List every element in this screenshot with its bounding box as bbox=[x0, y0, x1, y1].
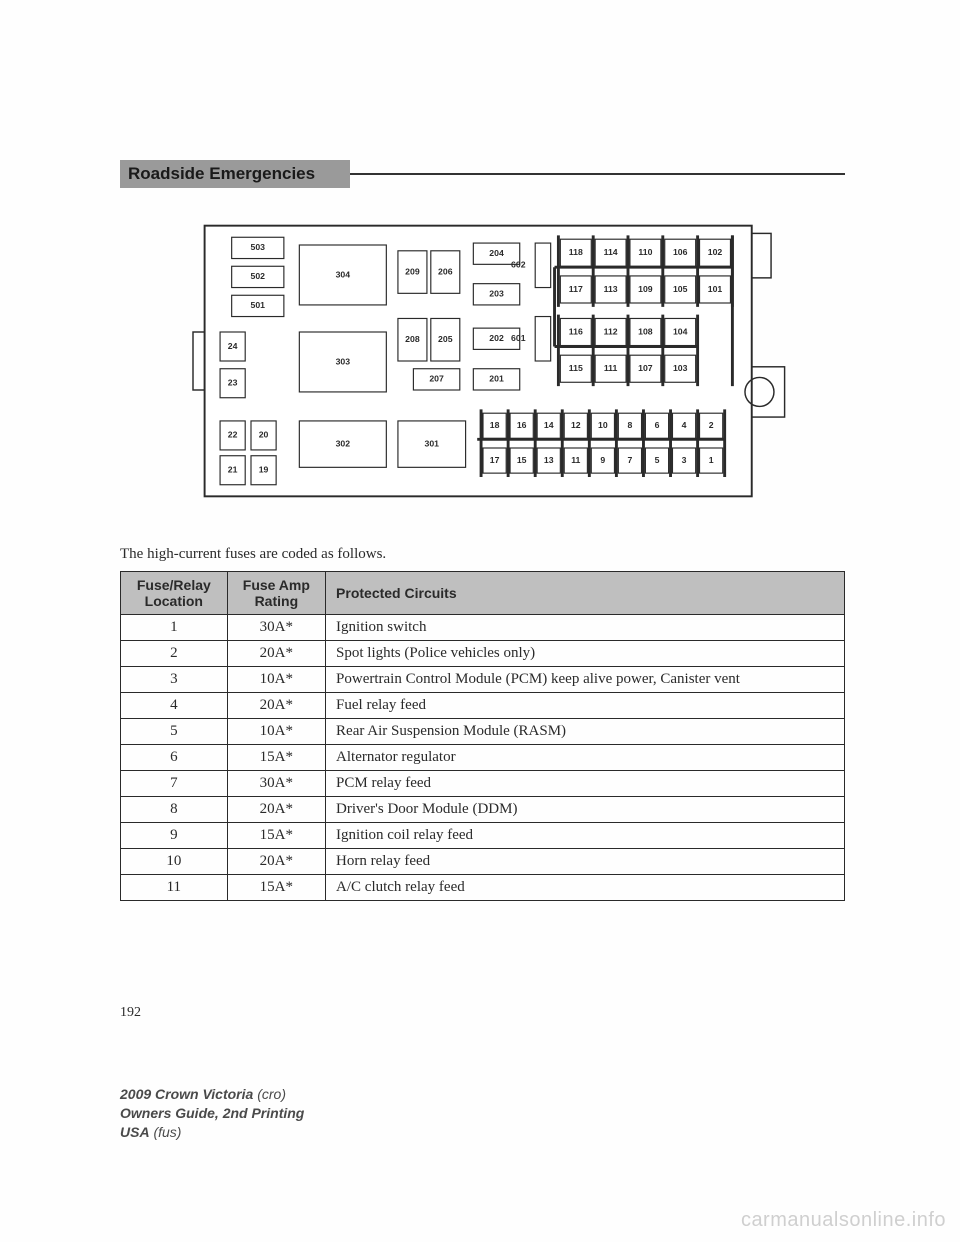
svg-text:101: 101 bbox=[707, 284, 722, 294]
svg-text:105: 105 bbox=[672, 284, 687, 294]
svg-text:102: 102 bbox=[707, 247, 722, 257]
svg-text:208: 208 bbox=[405, 334, 420, 344]
svg-text:11: 11 bbox=[571, 455, 580, 465]
fuse-table: Fuse/RelayLocation Fuse AmpRating Protec… bbox=[120, 571, 845, 901]
svg-text:6: 6 bbox=[654, 420, 659, 430]
watermark: carmanualsonline.info bbox=[741, 1209, 946, 1232]
svg-text:115: 115 bbox=[568, 363, 582, 373]
table-row: 1020A*Horn relay feed bbox=[121, 849, 845, 875]
table-row: 310A*Powertrain Control Module (PCM) kee… bbox=[121, 667, 845, 693]
fuse-box-diagram: 5035025013043033023012092062082052072042… bbox=[173, 216, 793, 506]
svg-text:304: 304 bbox=[335, 269, 350, 279]
svg-text:205: 205 bbox=[438, 334, 453, 344]
svg-text:113: 113 bbox=[603, 284, 617, 294]
svg-text:503: 503 bbox=[250, 242, 265, 252]
svg-text:110: 110 bbox=[638, 247, 652, 257]
svg-text:117: 117 bbox=[568, 284, 582, 294]
svg-text:13: 13 bbox=[543, 455, 553, 465]
svg-text:1: 1 bbox=[708, 455, 713, 465]
table-head: Fuse/RelayLocation Fuse AmpRating Protec… bbox=[121, 572, 845, 615]
svg-text:109: 109 bbox=[638, 284, 653, 294]
svg-text:3: 3 bbox=[681, 455, 686, 465]
table-row: 1115A*A/C clutch relay feed bbox=[121, 875, 845, 901]
footer-code1: (cro) bbox=[257, 1086, 286, 1102]
footer-region: USA bbox=[120, 1124, 150, 1140]
svg-text:303: 303 bbox=[335, 356, 350, 366]
svg-text:104: 104 bbox=[672, 326, 687, 336]
svg-text:118: 118 bbox=[568, 247, 582, 257]
svg-text:204: 204 bbox=[489, 248, 504, 258]
footer-block: 2009 Crown Victoria (cro) Owners Guide, … bbox=[120, 1085, 304, 1142]
svg-text:19: 19 bbox=[258, 465, 268, 475]
svg-text:24: 24 bbox=[227, 341, 237, 351]
svg-text:2: 2 bbox=[708, 420, 713, 430]
footer-code2: (fus) bbox=[153, 1124, 181, 1140]
svg-text:17: 17 bbox=[489, 455, 499, 465]
section-header: Roadside Emergencies bbox=[120, 160, 845, 188]
svg-text:203: 203 bbox=[489, 289, 504, 299]
svg-text:207: 207 bbox=[429, 374, 444, 384]
table-row: 130A*Ignition switch bbox=[121, 615, 845, 641]
svg-text:601: 601 bbox=[511, 333, 526, 343]
header-rule bbox=[350, 173, 845, 175]
svg-text:10: 10 bbox=[598, 420, 608, 430]
col-header-circuits: Protected Circuits bbox=[326, 572, 845, 615]
table-row: 615A*Alternator regulator bbox=[121, 745, 845, 771]
section-tab: Roadside Emergencies bbox=[120, 160, 350, 188]
svg-text:111: 111 bbox=[603, 363, 617, 373]
svg-text:602: 602 bbox=[511, 260, 526, 270]
svg-text:22: 22 bbox=[227, 430, 237, 440]
svg-text:9: 9 bbox=[600, 455, 605, 465]
intro-text: The high-current fuses are coded as foll… bbox=[120, 546, 845, 563]
svg-text:302: 302 bbox=[335, 438, 350, 448]
svg-text:502: 502 bbox=[250, 271, 265, 281]
svg-text:18: 18 bbox=[489, 420, 499, 430]
svg-text:15: 15 bbox=[516, 455, 526, 465]
svg-text:206: 206 bbox=[438, 266, 453, 276]
svg-text:107: 107 bbox=[638, 363, 653, 373]
svg-text:114: 114 bbox=[603, 247, 617, 257]
svg-text:4: 4 bbox=[681, 420, 686, 430]
svg-text:112: 112 bbox=[603, 326, 617, 336]
svg-text:5: 5 bbox=[654, 455, 659, 465]
page-number: 192 bbox=[120, 1005, 141, 1021]
table-row: 730A*PCM relay feed bbox=[121, 771, 845, 797]
col-header-location: Fuse/RelayLocation bbox=[121, 572, 228, 615]
table-row: 820A*Driver's Door Module (DDM) bbox=[121, 797, 845, 823]
svg-text:103: 103 bbox=[672, 363, 687, 373]
table-row: 420A*Fuel relay feed bbox=[121, 693, 845, 719]
svg-text:20: 20 bbox=[258, 430, 268, 440]
svg-text:7: 7 bbox=[627, 455, 632, 465]
svg-text:301: 301 bbox=[424, 438, 439, 448]
footer-model: 2009 Crown Victoria bbox=[120, 1086, 253, 1102]
svg-text:106: 106 bbox=[672, 247, 687, 257]
table-row: 915A*Ignition coil relay feed bbox=[121, 823, 845, 849]
svg-text:116: 116 bbox=[568, 326, 582, 336]
svg-text:14: 14 bbox=[543, 420, 553, 430]
svg-text:108: 108 bbox=[638, 326, 653, 336]
col-header-amp: Fuse AmpRating bbox=[227, 572, 325, 615]
svg-text:12: 12 bbox=[570, 420, 580, 430]
svg-text:501: 501 bbox=[250, 300, 265, 310]
svg-text:8: 8 bbox=[627, 420, 632, 430]
svg-text:202: 202 bbox=[489, 333, 504, 343]
table-row: 510A*Rear Air Suspension Module (RASM) bbox=[121, 719, 845, 745]
svg-text:23: 23 bbox=[227, 378, 237, 388]
section-title: Roadside Emergencies bbox=[128, 164, 315, 184]
table-body: 130A*Ignition switch220A*Spot lights (Po… bbox=[121, 615, 845, 901]
svg-text:16: 16 bbox=[516, 420, 526, 430]
footer-guide: Owners Guide, 2nd Printing bbox=[120, 1105, 304, 1121]
svg-text:21: 21 bbox=[227, 465, 237, 475]
svg-text:209: 209 bbox=[405, 266, 420, 276]
table-row: 220A*Spot lights (Police vehicles only) bbox=[121, 641, 845, 667]
svg-text:201: 201 bbox=[489, 374, 504, 384]
